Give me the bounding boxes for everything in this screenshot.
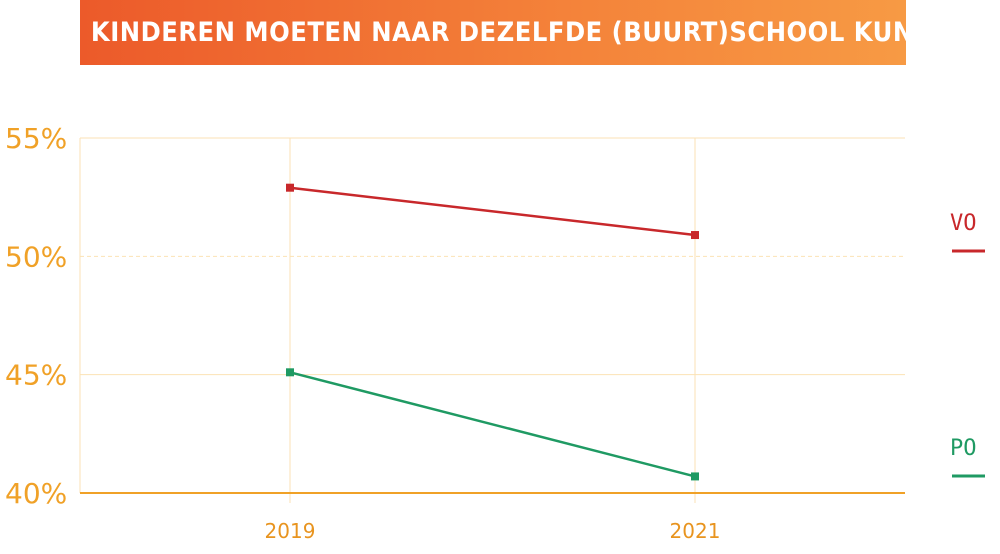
series-line-po <box>289 371 696 478</box>
chart-title-banner: ALLE KINDEREN MOETEN NAAR DEZELFDE (BUUR… <box>14 0 972 65</box>
data-point-vo-2021 <box>691 231 699 240</box>
data-point-vo-2019 <box>286 183 294 192</box>
data-point-po-2019 <box>286 368 294 377</box>
ytick-label-55: 55% <box>5 122 67 155</box>
legend-label-po: PO <box>950 436 977 461</box>
series-layer <box>286 183 699 481</box>
ytick-label-45: 45% <box>5 359 67 392</box>
legend-label-vo: VO <box>950 211 977 236</box>
ytick-label-40: 40% <box>5 477 67 510</box>
legend-layer: VO PO <box>950 211 985 478</box>
xtick-label-2019: 2019 <box>265 519 316 543</box>
ytick-label-50: 50% <box>5 240 67 273</box>
axis-layer: 55% 50% 45% 40% 2019 2021 <box>5 122 905 543</box>
data-point-po-2021 <box>691 472 699 481</box>
xtick-label-2021: 2021 <box>670 519 721 543</box>
chart-title: ALLE KINDEREN MOETEN NAAR DEZELFDE (BUUR… <box>13 17 973 48</box>
grid-layer <box>79 137 905 503</box>
series-line-vo <box>289 186 696 237</box>
